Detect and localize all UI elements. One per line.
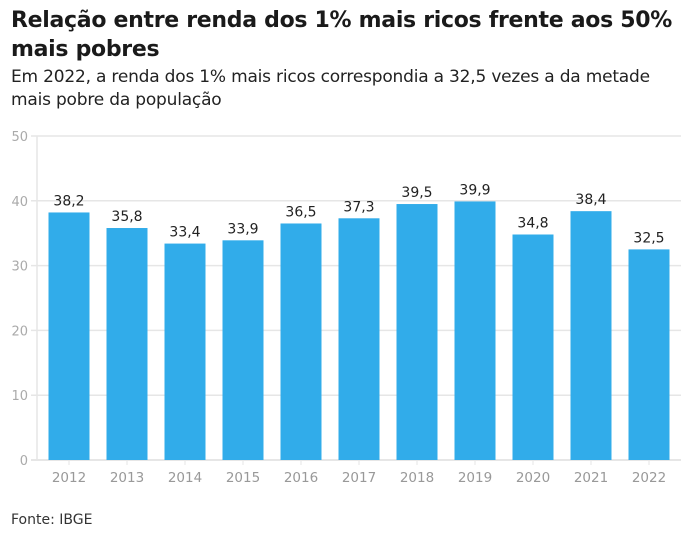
bar — [164, 243, 206, 460]
data-label: 38,4 — [575, 192, 606, 208]
bar — [570, 211, 612, 460]
bar — [512, 234, 554, 460]
data-label: 35,8 — [111, 209, 142, 225]
bar — [222, 240, 264, 460]
x-tick-label: 2012 — [52, 470, 86, 486]
chart-subtitle: Em 2022, a renda dos 1% mais ricos corre… — [11, 67, 650, 110]
x-tick-label: 2015 — [226, 470, 260, 486]
data-label: 32,5 — [633, 230, 664, 246]
y-tick-label: 40 — [11, 195, 28, 210]
data-label: 38,2 — [53, 193, 84, 209]
x-tick-label: 2021 — [574, 470, 608, 486]
bar — [396, 204, 438, 460]
source-note: Fonte: IBGE — [11, 512, 93, 528]
y-tick-label: 30 — [11, 260, 28, 275]
bar — [106, 228, 148, 460]
y-tick-label: 50 — [11, 130, 28, 145]
bar — [48, 212, 90, 460]
chart-title: Relação entre renda dos 1% mais ricos fr… — [11, 8, 672, 62]
bar — [628, 249, 670, 460]
bar — [454, 201, 496, 460]
x-tick-label: 2020 — [516, 470, 550, 486]
x-tick-label: 2014 — [168, 470, 202, 486]
x-tick-label: 2018 — [400, 470, 434, 486]
x-tick-label: 2016 — [284, 470, 318, 486]
data-label: 34,8 — [517, 215, 548, 231]
y-tick-label: 0 — [20, 454, 28, 469]
x-tick-label: 2013 — [110, 470, 144, 486]
data-label: 33,9 — [227, 221, 258, 237]
data-label: 39,5 — [401, 185, 432, 201]
bar — [338, 218, 380, 460]
bar — [280, 223, 322, 460]
data-label: 37,3 — [343, 199, 374, 215]
x-tick-label: 2017 — [342, 470, 376, 486]
data-label: 33,4 — [169, 225, 200, 241]
data-label: 36,5 — [285, 204, 316, 220]
y-tick-label: 10 — [11, 389, 28, 404]
y-tick-label: 20 — [11, 324, 28, 339]
data-label: 39,9 — [459, 182, 490, 198]
x-tick-label: 2022 — [632, 470, 666, 486]
x-tick-label: 2019 — [458, 470, 492, 486]
